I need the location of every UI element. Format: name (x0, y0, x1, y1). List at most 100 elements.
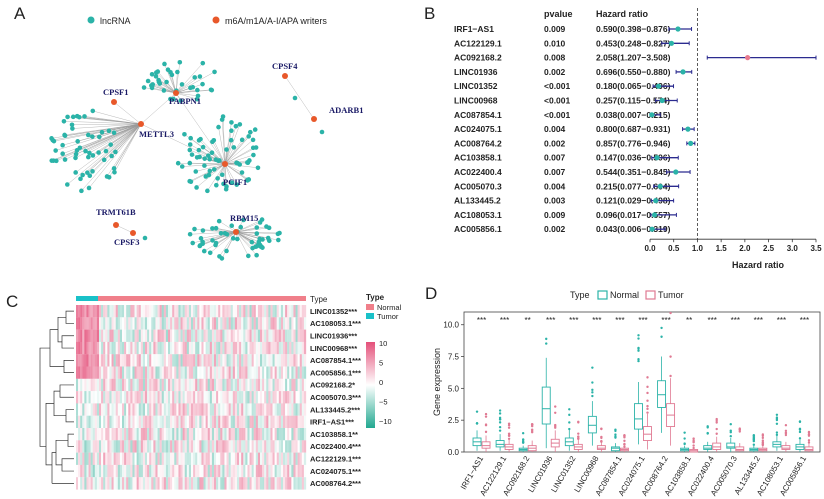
heatmap-cell (195, 428, 198, 441)
heatmap-cell (99, 452, 102, 465)
heatmap-cell (78, 305, 81, 318)
heatmap-cell (109, 329, 112, 342)
boxplot-outlier (646, 376, 649, 379)
heatmap-cell (203, 317, 206, 330)
heatmap-cell (253, 354, 256, 367)
heatmap-cell (191, 366, 194, 379)
heatmap-cell (255, 464, 259, 478)
heatmap-cell (228, 305, 231, 318)
heatmap-cell (163, 341, 167, 355)
heatmap-cell (220, 477, 223, 490)
heatmap-cell (122, 403, 125, 416)
heatmap-cell (289, 452, 292, 465)
heatmap-cell (172, 378, 175, 392)
forest-hr-text: 0.180(0.065−0.496) (596, 81, 671, 91)
heatmap-cell (205, 305, 208, 318)
lncrna-node (142, 235, 148, 241)
boxplot-significance: *** (615, 316, 624, 325)
heatmap-cell (255, 452, 259, 465)
heatmap-cell (182, 440, 185, 453)
heatmap-cell (149, 378, 152, 392)
heatmap-cell (186, 305, 190, 318)
heatmap-cell (168, 452, 171, 465)
heatmap-cell (96, 305, 100, 318)
heatmap-cell (193, 354, 196, 367)
heatmap-cell (128, 415, 131, 429)
heatmap-cell (191, 452, 194, 465)
heatmap-cell (295, 329, 298, 342)
boxplot-outlier (637, 334, 640, 337)
heatmap-cell (274, 477, 277, 490)
heatmap-cell (107, 354, 110, 367)
heatmap-cell (168, 391, 171, 404)
forest-hr-text: 2.058(1.207−3.508) (596, 53, 671, 63)
heatmap-cell (163, 428, 167, 441)
heatmap-cell (147, 341, 150, 355)
heatmap-cell (126, 378, 129, 392)
heatmap-cell (147, 428, 150, 441)
heatmap-cell (170, 305, 173, 318)
heatmap-cell (165, 440, 169, 453)
heatmap-cell (195, 464, 198, 478)
box-legend-tumor-label: Tumor (658, 290, 684, 300)
legend-lncrna-swatch (87, 16, 95, 24)
heatmap-cell (216, 305, 219, 318)
heatmap-cell (274, 305, 277, 318)
heatmap-cell (157, 440, 160, 453)
heatmap-cell (226, 366, 229, 379)
heatmap-cell (140, 317, 144, 330)
lncrna-node (49, 136, 54, 141)
heatmap-cell (247, 317, 250, 330)
heatmap-cell (226, 378, 229, 392)
heatmap-cell (151, 354, 154, 367)
heatmap-cell (130, 428, 133, 441)
heatmap-cell (203, 366, 206, 379)
heatmap-cell (251, 464, 254, 478)
heatmap-cell (211, 317, 215, 330)
heatmap-cell (260, 317, 263, 330)
heatmap-cell (153, 415, 156, 429)
boxplot-outlier (568, 413, 571, 417)
lncrna-node (101, 157, 107, 163)
heatmap-cell (170, 354, 173, 367)
heatmap-cell (203, 403, 206, 416)
heatmap-cell (218, 366, 221, 379)
heatmap-cell (239, 329, 242, 342)
heatmap-cell (180, 341, 183, 355)
heatmap-cell (90, 428, 93, 441)
heatmap-cell (157, 378, 160, 392)
heatmap-gene-label: AC122129.1*** (310, 454, 361, 463)
heatmap-cell (197, 415, 200, 429)
heatmap-cell (270, 366, 273, 379)
heatmap-cell (142, 415, 146, 429)
heatmap-cell (145, 403, 148, 416)
heatmap-cell (165, 452, 169, 465)
writer-node-mettl3 (138, 121, 144, 127)
heatmap-cell (274, 329, 277, 342)
heatmap-cell (193, 341, 196, 355)
heatmap-cell (138, 305, 141, 318)
heatmap-cell (80, 440, 83, 453)
heatmap-cell (92, 464, 95, 478)
heatmap-cell (182, 378, 185, 392)
forest-gene-label: IRF1−AS1 (454, 24, 494, 34)
heatmap-cell (122, 477, 125, 490)
heatmap-cell (257, 428, 261, 441)
legend-writers-swatch (212, 16, 220, 24)
forest-gene-label: AC103858.1 (454, 153, 502, 163)
boxplot-legend: Type Normal Tumor (570, 290, 684, 300)
heatmap-cell (199, 440, 202, 453)
heatmap-cell (209, 354, 213, 367)
heatmap-cell (224, 452, 227, 465)
heatmap-cell (128, 477, 131, 490)
heatmap-cell (103, 391, 106, 404)
heatmap-cell (155, 477, 158, 490)
lncrna-node (216, 218, 222, 224)
boxplot-outlier (530, 430, 534, 434)
boxplot-outlier (623, 445, 626, 448)
heatmap-cell (241, 428, 244, 441)
heatmap-cell (268, 317, 271, 330)
heatmap-cell (224, 403, 227, 416)
heatmap-cell (272, 477, 275, 490)
heatmap-cell (237, 305, 240, 318)
